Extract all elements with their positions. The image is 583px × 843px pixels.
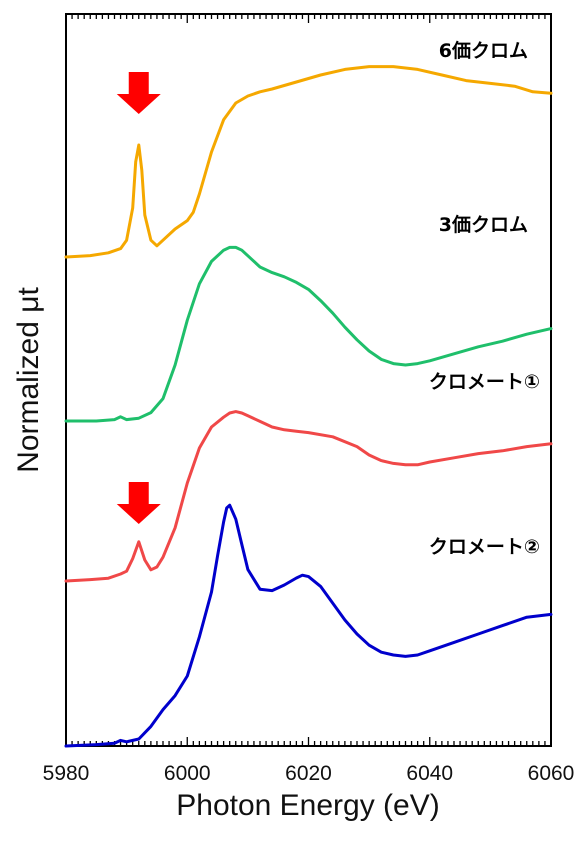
x-tick-label: 5980 bbox=[43, 762, 90, 785]
x-tick-label: 6000 bbox=[164, 762, 211, 785]
series-line bbox=[64, 410, 553, 583]
series-label: 3価クロム bbox=[439, 214, 528, 236]
x-tick-label: 6020 bbox=[285, 762, 332, 785]
top-axis-ticks bbox=[65, 14, 552, 23]
down-arrow-icon bbox=[116, 72, 161, 114]
series-line bbox=[64, 245, 553, 423]
x-axis-title: Photon Energy (eV) bbox=[176, 789, 439, 822]
series-line bbox=[64, 65, 553, 259]
series-label: クロメート② bbox=[429, 536, 540, 558]
x-tick-labels: 5980 6000 6020 6040 6060 bbox=[43, 762, 575, 785]
x-tick-label: 6060 bbox=[528, 762, 575, 785]
series-lines bbox=[64, 65, 553, 748]
x-tick-label: 6040 bbox=[406, 762, 453, 785]
peak-arrows bbox=[116, 72, 161, 524]
series-line bbox=[64, 503, 553, 748]
y-axis-title: Normalized μt bbox=[12, 287, 45, 473]
series-label: クロメート① bbox=[429, 371, 540, 393]
down-arrow-icon bbox=[116, 482, 161, 524]
series-label: 6価クロム bbox=[439, 40, 528, 62]
